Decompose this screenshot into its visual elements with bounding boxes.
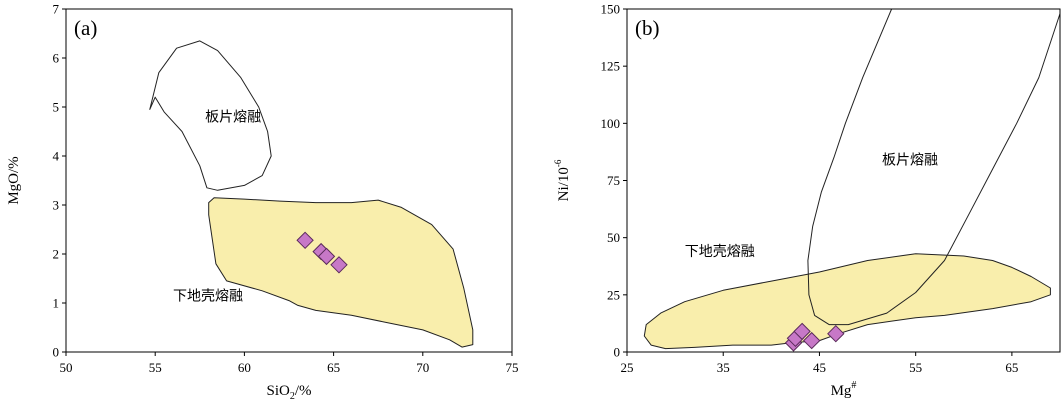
- data-point: [793, 322, 811, 341]
- field-outline: [807, 8, 1061, 326]
- y-tick-label: 125: [601, 59, 621, 74]
- field-label: 板片熔融: [205, 110, 261, 126]
- y-tick-label: 2: [53, 247, 60, 262]
- field-label: 下地壳熔融: [685, 243, 755, 260]
- panel-label: (a): [74, 16, 97, 40]
- x-tick-label: 75: [506, 360, 519, 375]
- x-axis-label: Mg#: [831, 380, 857, 399]
- field-label: 板片熔融: [882, 152, 938, 168]
- y-axis-label: MgO/%: [6, 156, 22, 204]
- data-point: [330, 256, 348, 274]
- x-tick-label: 65: [327, 360, 340, 375]
- x-tick-label: 55: [909, 360, 922, 375]
- y-tick-label: 1: [53, 296, 60, 311]
- y-tick-label: 100: [601, 116, 621, 131]
- field-outline: [208, 197, 474, 348]
- y-axis-label: Ni/10-6: [553, 159, 572, 201]
- x-tick-label: 70: [416, 360, 429, 375]
- x-tick-label: 50: [60, 360, 73, 375]
- y-tick-label: 4: [53, 149, 60, 164]
- x-tick-label: 25: [621, 360, 634, 375]
- x-tick-label: 60: [238, 360, 251, 375]
- plot-frame: [65, 8, 513, 353]
- y-tick-label: 75: [607, 173, 620, 188]
- x-tick-label: 35: [717, 360, 730, 375]
- y-tick-label: 0: [614, 345, 621, 360]
- data-point: [827, 324, 845, 343]
- y-tick-label: 0: [53, 345, 60, 360]
- field-label: 下地壳熔融: [173, 288, 243, 305]
- y-tick-label: 3: [53, 198, 60, 213]
- data-point: [296, 231, 314, 250]
- y-tick-label: 7: [53, 2, 60, 17]
- x-axis-label: SiO2/%: [266, 383, 311, 402]
- field-outline: [149, 40, 272, 191]
- x-tick-label: 65: [1005, 360, 1018, 375]
- y-tick-label: 150: [601, 2, 621, 17]
- panel-label: (b): [635, 16, 660, 40]
- y-tick-label: 25: [607, 287, 620, 302]
- y-tick-label: 50: [607, 230, 620, 245]
- field-outline: [643, 253, 1051, 350]
- data-point: [317, 247, 336, 266]
- y-tick-label: 6: [53, 51, 60, 66]
- data-point: [802, 331, 821, 350]
- y-tick-label: 5: [53, 100, 60, 115]
- x-tick-label: 45: [813, 360, 826, 375]
- x-tick-label: 55: [149, 360, 162, 375]
